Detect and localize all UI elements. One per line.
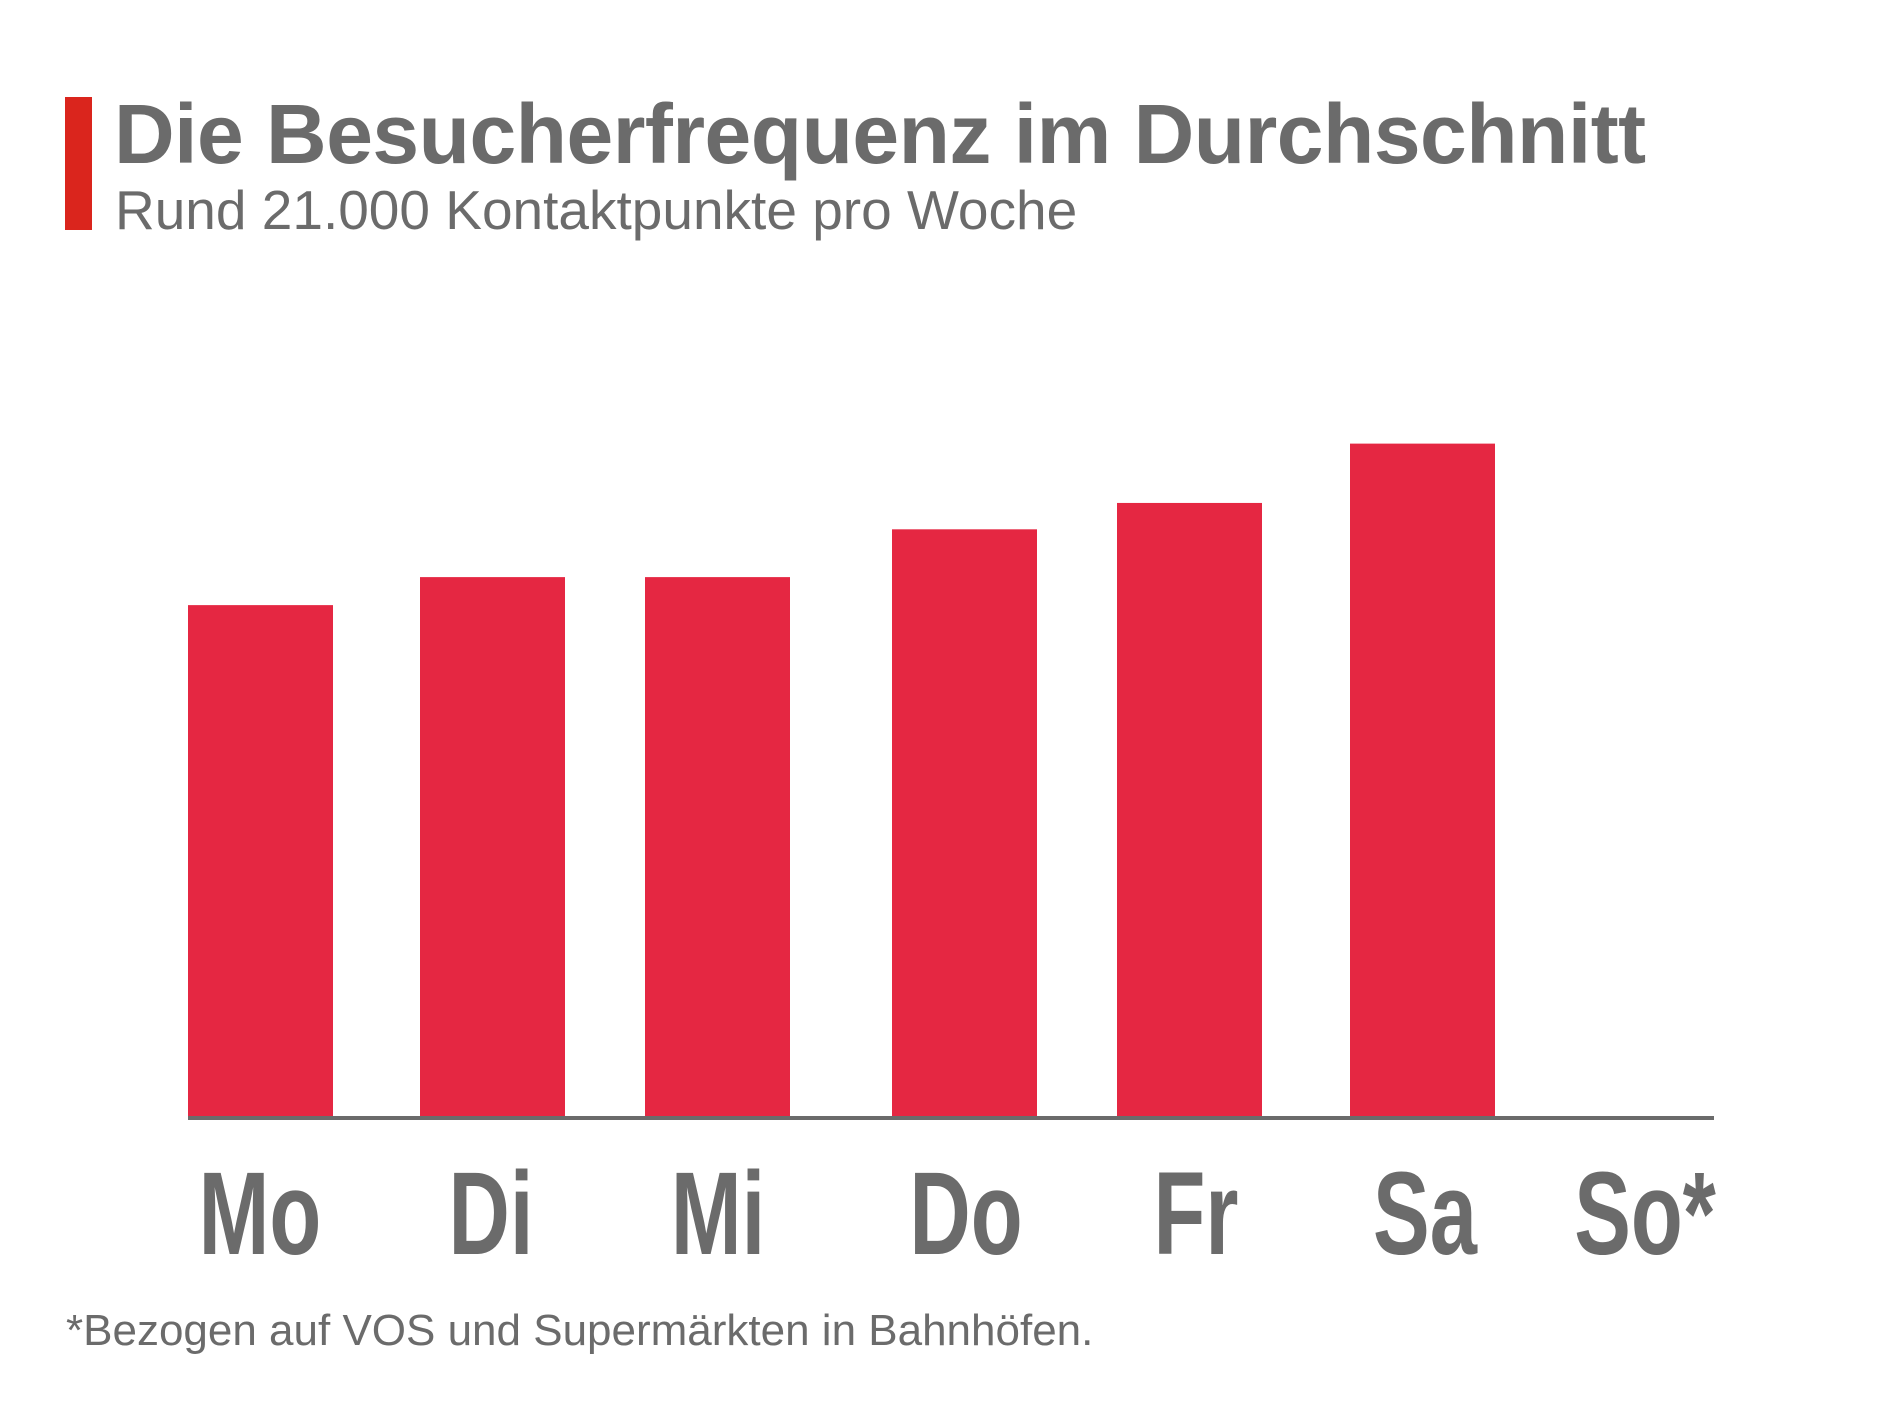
bar-Sa <box>1350 443 1495 1116</box>
chart-title: Die Besucherfrequenz im Durchschnitt <box>114 87 1646 181</box>
chart-subtitle: Rund 21.000 Kontaktpunkte pro Woche <box>115 179 1078 241</box>
footnote: *Bezogen auf VOS und Supermärkten in Bah… <box>66 1306 1094 1355</box>
x-tick-label: Mi <box>671 1147 765 1279</box>
bar-Mi <box>645 577 790 1116</box>
bar-Mo <box>188 605 333 1116</box>
bar-Di <box>420 577 565 1116</box>
x-tick-label: Do <box>909 1147 1022 1279</box>
x-tick-label: Di <box>449 1147 534 1279</box>
title-accent-bar <box>65 97 92 230</box>
x-tick-label: Fr <box>1154 1147 1239 1279</box>
x-tick-label: Sa <box>1373 1147 1478 1279</box>
x-tick-label: So* <box>1574 1147 1716 1279</box>
bar-Fr <box>1117 502 1262 1116</box>
bar-Do <box>892 529 1037 1116</box>
x-tick-label: Mo <box>199 1147 322 1279</box>
